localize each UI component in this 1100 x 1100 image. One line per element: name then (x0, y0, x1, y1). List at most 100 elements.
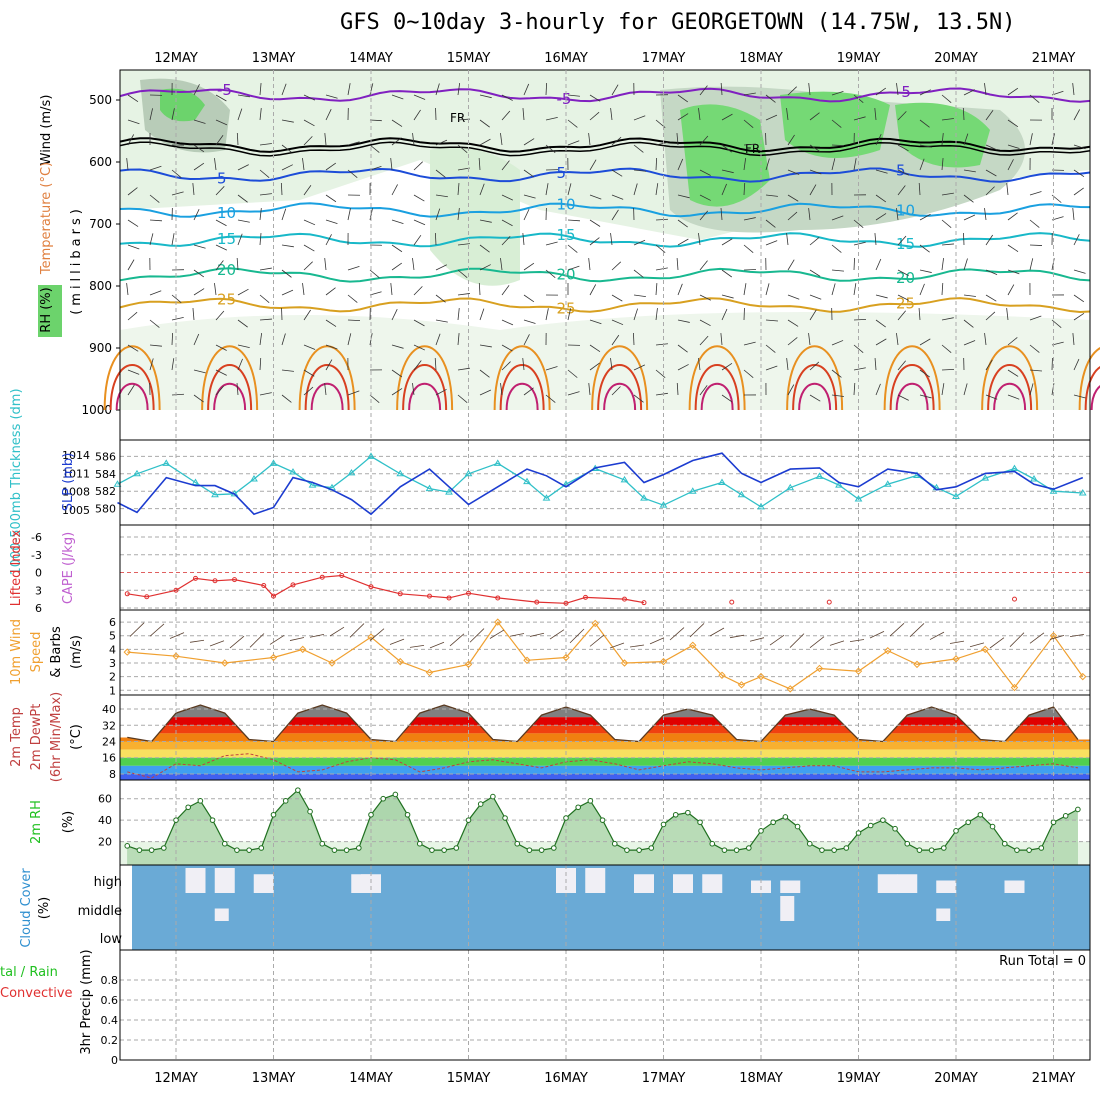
wind-barb (589, 159, 597, 171)
thickness-point-2 (162, 459, 171, 466)
wind-barb (963, 214, 976, 221)
wind-barb (479, 344, 492, 348)
wind-barb (215, 260, 224, 271)
wind-barb (457, 167, 470, 171)
wind-barb (192, 308, 195, 321)
date-label-bottom-15MAY: 15MAY (447, 1071, 491, 1086)
wind-barb (897, 294, 909, 301)
rh-point-9 (234, 847, 240, 853)
pressure-tick-600: 600 (89, 155, 112, 169)
wind-barb (611, 84, 619, 96)
surface-wind-barb (609, 642, 625, 649)
wind-speed-point-0 (123, 648, 131, 656)
surface-wind-barb (869, 630, 885, 639)
thickness-point-29 (786, 483, 795, 491)
cloud-label: Cloud Cover (19, 868, 34, 948)
precip-tick-0.8: 0.8 (101, 974, 119, 987)
wind-barb (677, 219, 688, 228)
wind-barb (435, 333, 441, 346)
wind-barb (457, 333, 460, 346)
wind-barb (1007, 394, 1020, 400)
rh-area-mid (127, 820, 1078, 865)
wind-barb (853, 241, 866, 246)
wind-barb (919, 213, 931, 221)
surface-wind-barb (229, 635, 245, 649)
isotherm-5 (119, 167, 1091, 183)
wind-barb (1007, 212, 1018, 221)
surface-wind-barb (589, 634, 605, 647)
wind-barb (567, 219, 580, 222)
surface-wind-barb (129, 622, 145, 637)
wind-barb (413, 194, 425, 202)
wind-barb (1007, 159, 1014, 171)
wind-barb (699, 335, 709, 346)
precip-axis-label: 3hr Precip (mm) (79, 949, 94, 1054)
wind-barb (324, 383, 327, 396)
wind-barb (567, 183, 572, 196)
wind-barb (655, 183, 659, 196)
isotherm-20 (119, 267, 1091, 283)
wind-barb (347, 169, 358, 178)
wind-barb (677, 113, 689, 121)
wind-barb (941, 133, 944, 146)
wind-barb (589, 111, 600, 121)
wind-barb (984, 83, 987, 96)
wind-barb (325, 219, 338, 225)
wind-barb (611, 319, 624, 326)
wind-barb (743, 283, 747, 296)
wind-barb (897, 235, 907, 246)
wind-barb (259, 357, 262, 371)
surface-wind-barb (909, 623, 925, 637)
wind-barb (765, 319, 778, 322)
wind-barb (193, 369, 206, 374)
wind-barb (1029, 219, 1040, 228)
surface-wind-barb (309, 633, 325, 638)
rh-point-14 (295, 787, 301, 793)
wind-barb (875, 338, 887, 346)
wind-speed-point-20 (786, 685, 794, 693)
wind-barb (303, 344, 316, 350)
wind-barb (1007, 269, 1020, 275)
lifted-index-line (127, 574, 645, 604)
thickness-point-37 (981, 474, 990, 481)
warm-lobe-contour (700, 382, 734, 411)
wind-barb (1007, 87, 1019, 96)
surface-wind-barb (369, 628, 385, 641)
rh-tick-40: 40 (98, 814, 112, 827)
warm-lobe-contour (298, 345, 356, 411)
thickness-point-9 (308, 481, 317, 488)
wind-barb (501, 235, 511, 246)
wind-barb (127, 344, 139, 352)
wind-barb (676, 258, 679, 271)
wind-barb (567, 391, 580, 396)
wind-barb (303, 184, 312, 196)
wind-barb (479, 308, 485, 321)
wind-speed-point-26 (981, 645, 989, 654)
rh-point-64 (904, 840, 911, 847)
wind-barb (1073, 109, 1081, 121)
wind-barb (941, 344, 952, 354)
wind-barb (171, 169, 182, 178)
wind-barb (963, 169, 976, 173)
wind-barb (655, 369, 666, 379)
isotherm-label-5-2: 5 (896, 162, 906, 180)
wind-barb (874, 233, 877, 246)
thickness-point-36 (952, 492, 960, 499)
surface-wind-barb (1009, 632, 1025, 647)
wind-barb (479, 244, 490, 253)
wind-barb (171, 332, 174, 346)
wind-barb (501, 219, 513, 227)
wind-speed-point-23 (884, 647, 892, 655)
wind-barb (1029, 94, 1040, 103)
thickness-line (117, 455, 1083, 508)
wind-barb (633, 332, 635, 346)
rh-point-33 (526, 847, 533, 853)
rh-point-39 (599, 817, 606, 823)
wind-barb (875, 169, 888, 174)
warm-lobe-contour (213, 382, 247, 411)
wind-speed-point-10 (494, 618, 502, 626)
wind-barb (369, 144, 380, 153)
wind-barb (237, 164, 249, 171)
warm-lobe-contour (103, 345, 161, 411)
wind-barb (457, 308, 460, 321)
